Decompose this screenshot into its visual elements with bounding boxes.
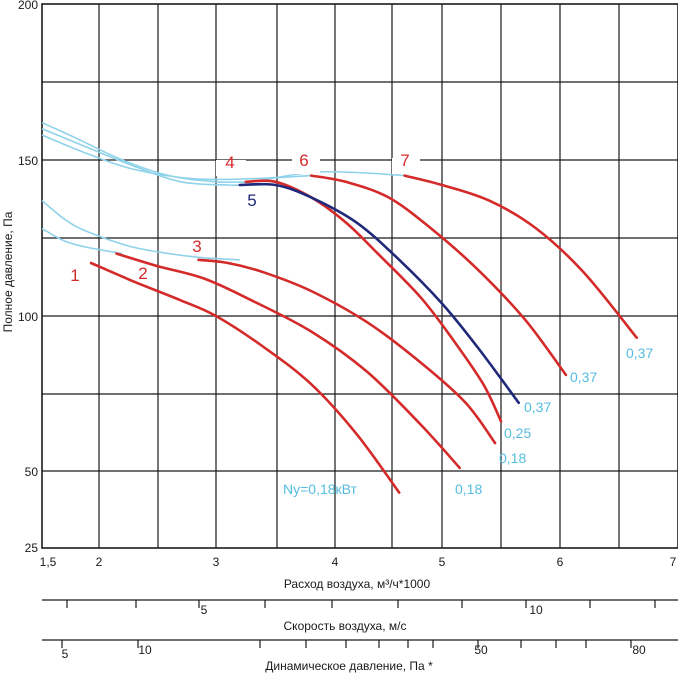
curve-1 bbox=[89, 261, 401, 494]
curve-3 bbox=[197, 258, 497, 445]
power-label-2: 0,18 bbox=[455, 481, 482, 497]
curve-4 bbox=[244, 179, 503, 423]
power-label-5: 0,37 bbox=[524, 399, 551, 415]
velocity-tick-label: 10 bbox=[529, 603, 543, 617]
y-tick-label: 100 bbox=[18, 310, 38, 324]
power-label-3: 0,18 bbox=[499, 450, 526, 466]
x-tick-label: 2 bbox=[96, 555, 103, 569]
x-tick-label: 3 bbox=[213, 555, 220, 569]
curve-number-4: 4 bbox=[225, 153, 234, 172]
curve-number-5: 5 bbox=[247, 191, 256, 210]
dynamic-pressure-tick-label: 5 bbox=[62, 647, 69, 661]
dynamic-pressure-axis-title: Динамическое давление, Па * bbox=[265, 659, 433, 673]
light-curve-5 bbox=[251, 170, 405, 183]
chart-grid bbox=[41, 3, 678, 549]
curve-number-3: 3 bbox=[192, 237, 201, 256]
y-axis-title: Полное давление, Па bbox=[1, 211, 15, 332]
power-label-6: 0,37 bbox=[570, 369, 597, 385]
curve-number-1: 1 bbox=[70, 266, 79, 285]
curve-label-bg-7 bbox=[392, 158, 420, 174]
y-tick-label: 200 bbox=[18, 0, 38, 12]
plot-frame bbox=[41, 3, 678, 549]
curve-label-bg-6 bbox=[292, 158, 320, 174]
light-curve-2 bbox=[41, 121, 252, 184]
light-curve-4 bbox=[41, 134, 312, 181]
curve-5 bbox=[238, 182, 520, 405]
curve-6 bbox=[309, 174, 568, 377]
curve-7 bbox=[403, 174, 638, 339]
dynamic-pressure-tick-label: 50 bbox=[474, 643, 488, 657]
velocity-axis-title: Скорость воздуха, м/с bbox=[284, 619, 407, 633]
x-tick-label: 7 bbox=[670, 555, 677, 569]
curve-labels: 1 Ny=0,18кВт 2 0,18 3 0,18 4 0,25 5 0,37 6 0,37 7 0,3… bbox=[70, 151, 653, 497]
curve-number-6: 6 bbox=[299, 151, 308, 170]
velocity-tick-label: 5 bbox=[201, 603, 208, 617]
light-curve-1 bbox=[41, 227, 123, 255]
secondary-axis-ticks: 5 10 5 10 50 80 bbox=[61, 600, 656, 661]
x-tick-label: 6 bbox=[557, 555, 564, 569]
power-label-1: Ny=0,18кВт bbox=[283, 481, 358, 497]
power-label-4: 0,25 bbox=[504, 425, 531, 441]
x-axis-title: Расход воздуха, м³/ч*1000 bbox=[284, 577, 431, 591]
y-tick-label: 25 bbox=[25, 541, 39, 555]
y-tick-label: 150 bbox=[18, 154, 38, 168]
curve-label-bg-4 bbox=[216, 160, 246, 176]
dynamic-pressure-tick-label: 10 bbox=[138, 643, 152, 657]
curve-2 bbox=[115, 252, 461, 470]
x-tick-label: 5 bbox=[439, 555, 446, 569]
light-curve-0 bbox=[41, 199, 240, 261]
dynamic-pressure-tick-label: 80 bbox=[632, 643, 646, 657]
fan-curves bbox=[89, 174, 638, 494]
power-label-7: 0,37 bbox=[626, 345, 653, 361]
y-tick-label: 50 bbox=[25, 465, 39, 479]
x-tick-label: 4 bbox=[332, 555, 339, 569]
x-tick-label: 1,5 bbox=[40, 555, 57, 569]
curve-number-7: 7 bbox=[400, 151, 409, 170]
light-curves bbox=[41, 121, 405, 261]
curve-number-2: 2 bbox=[138, 264, 147, 283]
